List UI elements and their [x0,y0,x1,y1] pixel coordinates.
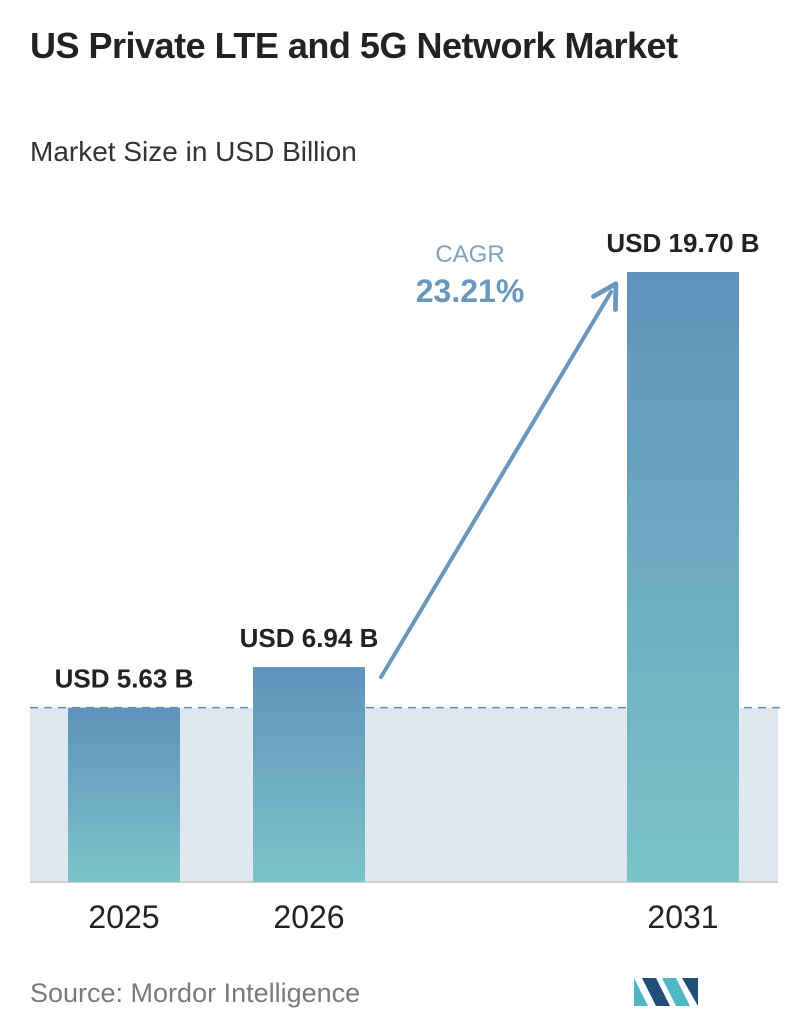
bar-2025 [68,707,180,882]
x-tick-labels-layer: 2025 2026 2031 [88,899,718,935]
chart-subtitle: Market Size in USD Billion [30,136,357,167]
source-attribution: Source: Mordor Intelligence [30,978,361,1008]
cagr-arrow [379,281,619,680]
data-labels-layer: USD 5.63 B USD 6.94 B USD 19.70 B [55,228,760,694]
bar-2026 [253,667,365,882]
chart-title: US Private LTE and 5G Network Market [30,25,678,66]
data-label-2026: USD 6.94 B [240,623,379,653]
bars-layer [68,272,739,882]
data-label-2031: USD 19.70 B [606,228,759,258]
x-tick-label-2031: 2031 [647,899,718,935]
bar-2031 [627,272,739,882]
mordor-intelligence-logo-icon [634,978,698,1006]
x-tick-label-2026: 2026 [273,899,344,935]
cagr-value: 23.21% [416,273,525,309]
x-tick-label-2025: 2025 [88,899,159,935]
cagr-label: CAGR [435,241,504,268]
data-label-2025: USD 5.63 B [55,664,194,694]
